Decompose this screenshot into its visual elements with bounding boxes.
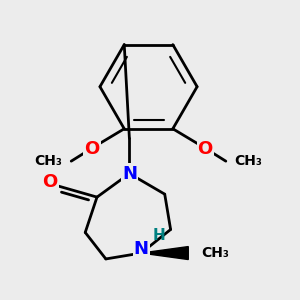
- Text: H: H: [152, 228, 165, 243]
- Text: N: N: [134, 240, 149, 258]
- Text: O: O: [42, 173, 58, 191]
- Text: CH₃: CH₃: [235, 154, 262, 168]
- Text: O: O: [198, 140, 213, 158]
- Polygon shape: [141, 247, 188, 260]
- Text: CH₃: CH₃: [202, 246, 230, 260]
- Text: O: O: [84, 140, 100, 158]
- Text: CH₃: CH₃: [34, 154, 62, 168]
- Text: N: N: [122, 165, 137, 183]
